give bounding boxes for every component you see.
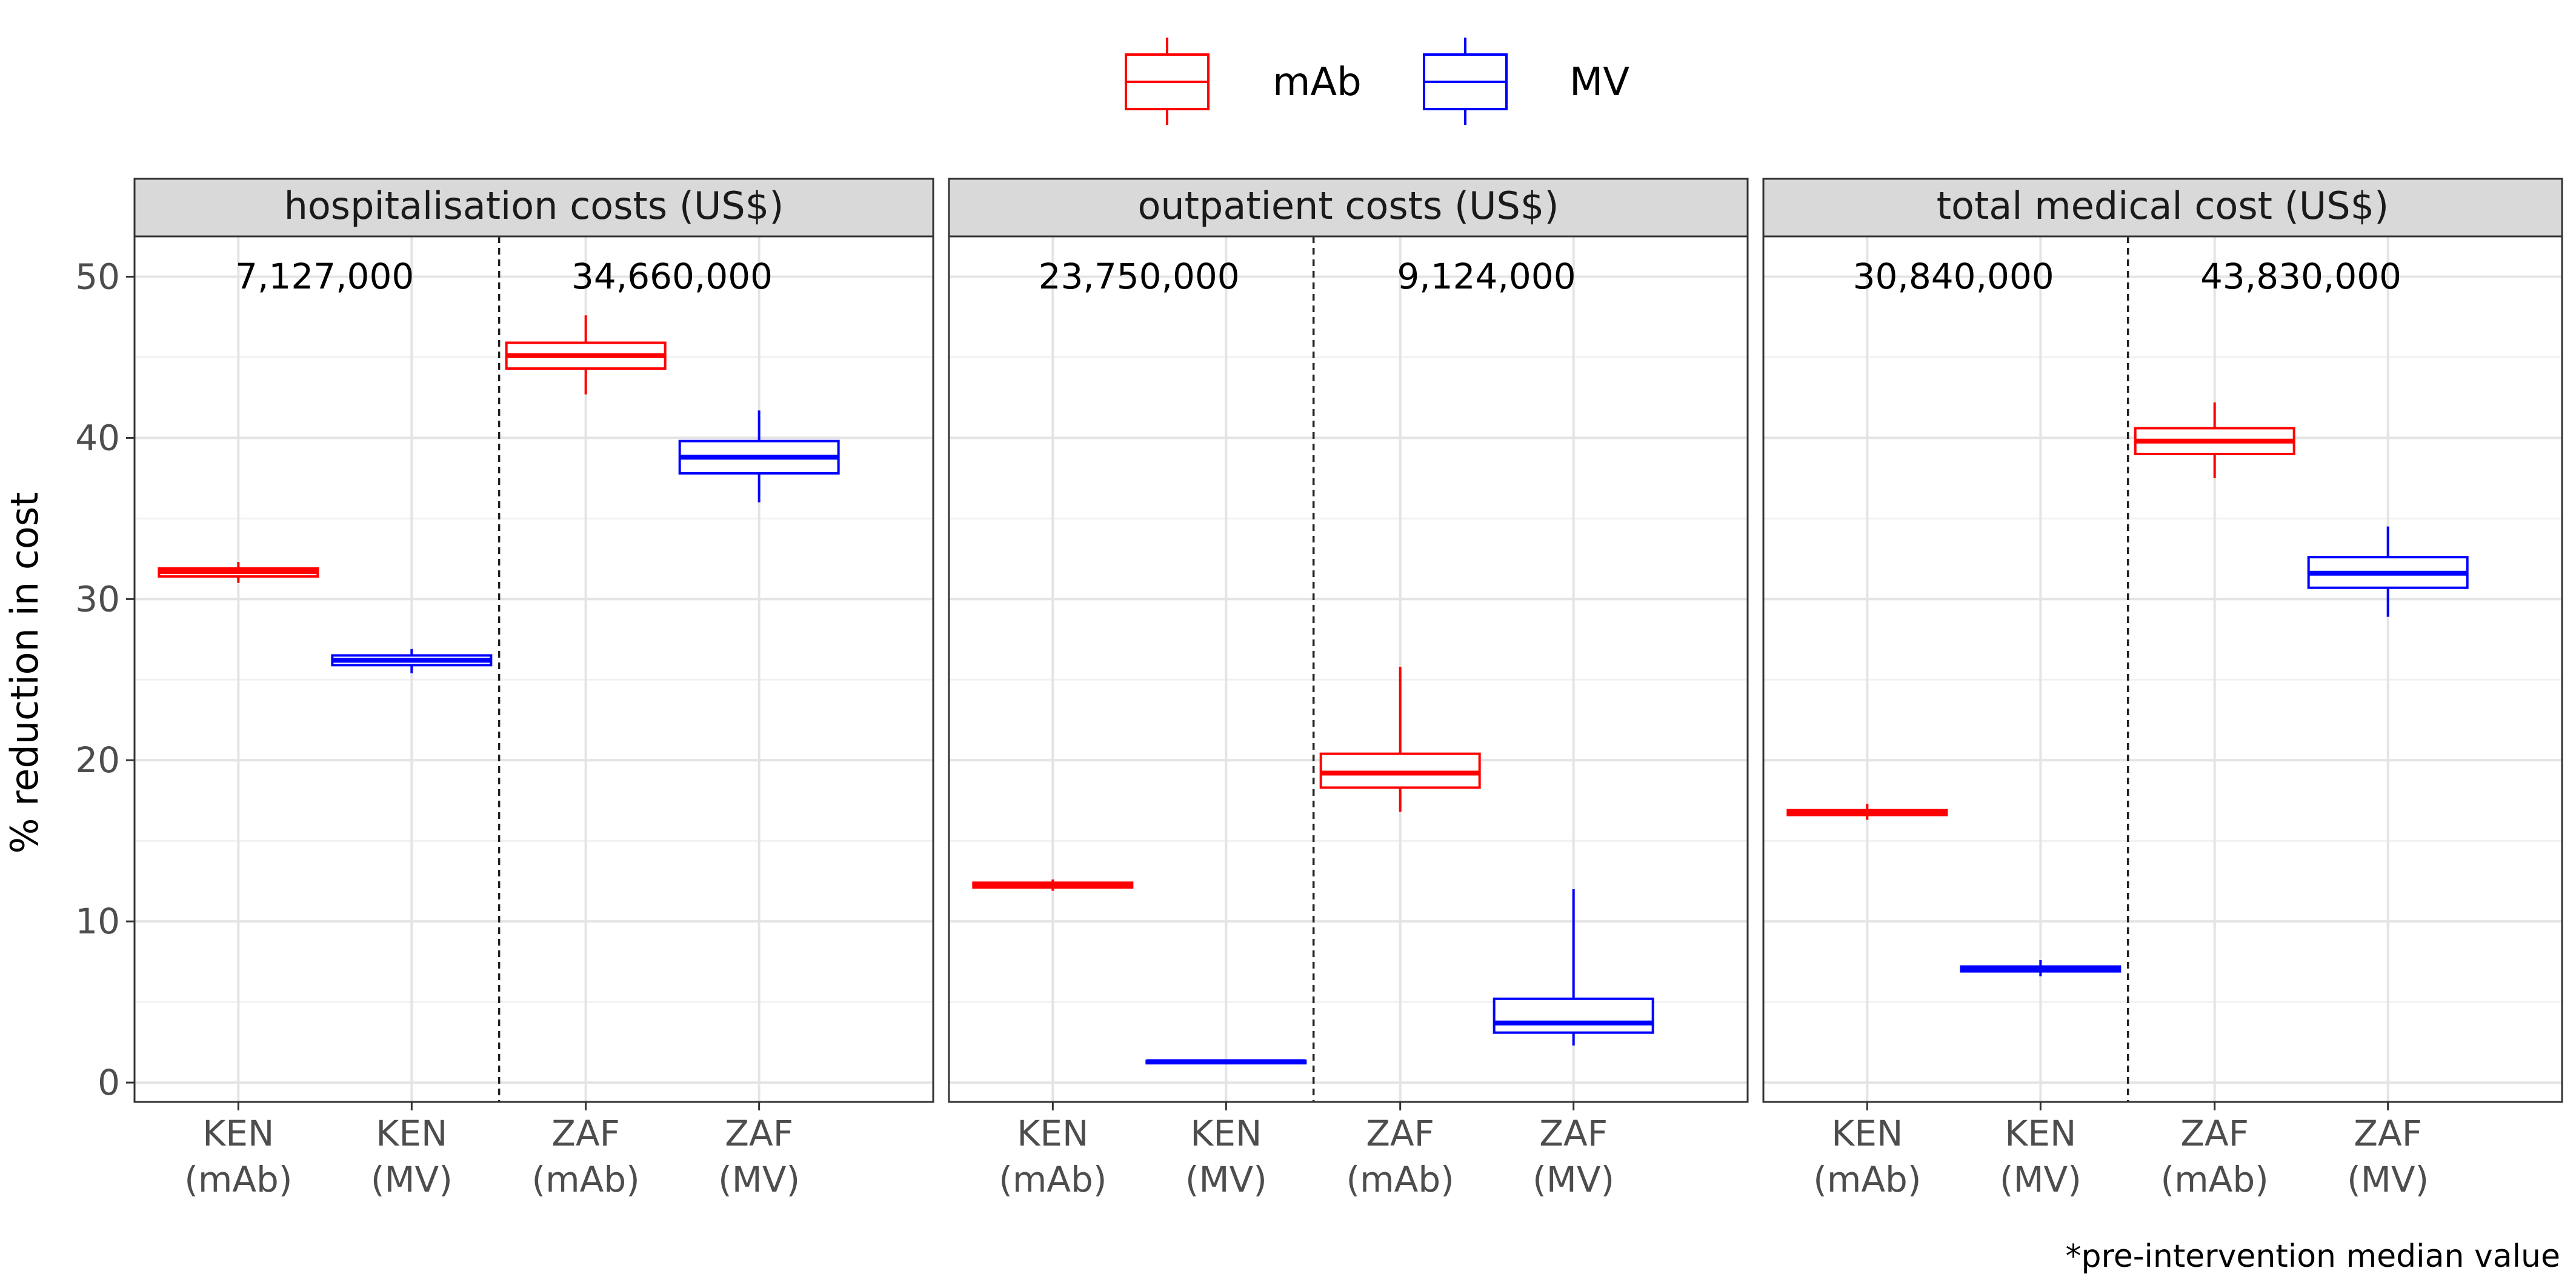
- x-tick-label: KEN: [1190, 1113, 1262, 1154]
- x-tick-label: (mAb): [1813, 1159, 1921, 1200]
- x-tick-label: ZAF: [2180, 1113, 2249, 1154]
- x-tick-label: ZAF: [551, 1113, 620, 1154]
- y-tick-label: 0: [98, 1062, 120, 1103]
- legend-key-mab: [1125, 38, 1210, 125]
- x-tick-label: KEN: [376, 1113, 447, 1154]
- x-tick-label: KEN: [202, 1113, 274, 1154]
- box-iqr: [1493, 997, 1654, 1034]
- boxplot: [1319, 667, 1481, 812]
- panel-background: [135, 236, 933, 1102]
- legend-label: mAb: [1273, 60, 1362, 105]
- panel-2: 23,750,000 9,124,000 outpatient costs (US$…: [948, 178, 1749, 1200]
- y-tick-label: 50: [75, 256, 120, 297]
- panel-1: 7,127,000 34,660,000 hospitalisation costs…: [133, 178, 934, 1200]
- x-tick-label: (MV): [1185, 1159, 1267, 1200]
- panel-background: [1763, 236, 2562, 1102]
- median-cost-annotation: 23,750,000: [1039, 256, 1240, 297]
- footnote: *pre-intervention median value: [2065, 1238, 2560, 1275]
- y-axis: 0 10 20 30 40 50: [75, 256, 135, 1103]
- boxplot: [158, 562, 319, 583]
- x-tick-label: (MV): [371, 1159, 453, 1200]
- median-cost-annotation: 9,124,000: [1397, 256, 1576, 297]
- legend-label: MV: [1569, 60, 1629, 105]
- x-tick-label: (mAb): [184, 1159, 292, 1200]
- y-tick-label: 30: [75, 578, 120, 619]
- x-tick-label: KEN: [1831, 1113, 1903, 1154]
- median-cost-annotation: 30,840,000: [1853, 256, 2054, 297]
- y-axis-label: % reduction in cost: [2, 492, 47, 854]
- panels: 7,127,000 34,660,000 hospitalisation costs…: [133, 178, 2563, 1200]
- boxplot: [331, 649, 493, 673]
- panel-title: hospitalisation costs (US$): [284, 184, 784, 228]
- median-cost-annotation: 43,830,000: [2200, 256, 2401, 297]
- panel-strip: [1762, 178, 2563, 238]
- y-tick-label: 20: [75, 739, 120, 781]
- boxplot: [678, 410, 840, 502]
- boxplot: [972, 879, 1134, 891]
- boxplot: [2307, 526, 2469, 617]
- median-cost-annotation: 34,660,000: [571, 256, 773, 297]
- legend-key-mv: [1423, 38, 1508, 125]
- panel-3: 30,840,000 43,830,000 total medical cost (…: [1762, 178, 2563, 1200]
- boxplot: [1493, 889, 1654, 1046]
- boxplot: [505, 315, 667, 395]
- x-tick-label: (mAb): [999, 1159, 1107, 1200]
- x-tick-label: (MV): [1533, 1159, 1614, 1200]
- boxplot: [1786, 804, 1948, 820]
- x-tick-label: (mAb): [1346, 1159, 1454, 1200]
- panel-strip: [948, 178, 1749, 238]
- x-tick-label: (MV): [718, 1159, 800, 1200]
- x-tick-label: (mAb): [2161, 1159, 2269, 1200]
- boxplot: [1960, 959, 2122, 976]
- panel-title: outpatient costs (US$): [1137, 184, 1559, 228]
- boxplot: [2134, 402, 2295, 478]
- x-tick-label: ZAF: [1539, 1113, 1608, 1154]
- x-tick-label: KEN: [1017, 1113, 1088, 1154]
- x-tick-label: (MV): [2347, 1159, 2429, 1200]
- x-tick-label: (MV): [2000, 1159, 2082, 1200]
- x-tick-label: ZAF: [2354, 1113, 2422, 1154]
- y-tick-label: 40: [75, 417, 120, 458]
- x-tick-label: (mAb): [532, 1159, 640, 1200]
- panel-strip: [133, 178, 934, 238]
- x-tick-label: ZAF: [1366, 1113, 1434, 1154]
- legend: mAb MV: [1125, 38, 1629, 125]
- panel-title: total medical cost (US$): [1937, 184, 2389, 228]
- y-tick-label: 10: [75, 901, 120, 942]
- x-tick-label: KEN: [2005, 1113, 2076, 1154]
- boxplot: [1145, 1059, 1307, 1065]
- x-tick-label: ZAF: [725, 1113, 793, 1154]
- panel-background: [949, 236, 1748, 1102]
- median-cost-annotation: 7,127,000: [235, 256, 414, 297]
